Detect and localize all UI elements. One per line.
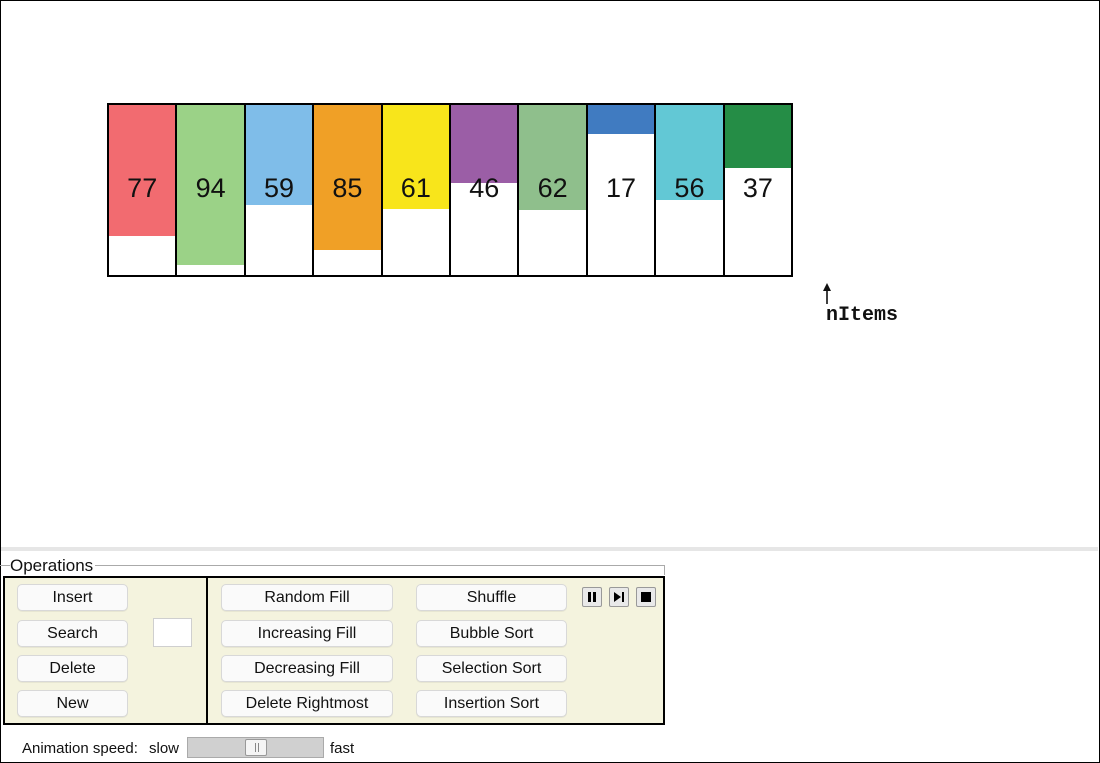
speed-slow-label: slow: [149, 740, 180, 757]
array-cell-bar: [587, 105, 655, 134]
nitems-pointer-arrow-icon: [823, 283, 831, 304]
pause-button[interactable]: [582, 587, 602, 607]
animation-speed-slider[interactable]: [187, 737, 324, 758]
insert-button[interactable]: Insert: [17, 584, 128, 611]
step-button[interactable]: [609, 587, 629, 607]
delete-rightmost-button[interactable]: Delete Rightmost: [221, 690, 393, 717]
operations-legend: Operations: [10, 556, 96, 576]
array-cell-bar: [724, 105, 792, 168]
slider-thumb[interactable]: [245, 739, 267, 756]
array-cell: 46: [451, 105, 520, 275]
array-cell-value: 62: [537, 173, 568, 203]
array-cell-value: 17: [606, 173, 637, 203]
animation-speed-label: Animation speed:: [22, 740, 138, 757]
bubble-sort-button[interactable]: Bubble Sort: [416, 620, 567, 647]
search-button[interactable]: Search: [17, 620, 128, 647]
array-cell-value: 94: [195, 173, 226, 203]
array-cell: 61: [382, 105, 452, 275]
array-cell-value: 46: [469, 173, 500, 203]
array-cell: 94: [177, 105, 246, 275]
speed-fast-label: fast: [330, 740, 355, 757]
array-cell-bar: [314, 105, 381, 250]
increasing-fill-button[interactable]: Increasing Fill: [221, 620, 393, 647]
array-cell-value: 61: [400, 173, 431, 203]
array-cell-bar: [245, 105, 313, 205]
array-cell: 37: [724, 105, 792, 275]
array-cell: 77: [109, 105, 178, 275]
shuffle-button[interactable]: Shuffle: [416, 584, 567, 611]
random-fill-button[interactable]: Random Fill: [221, 584, 393, 611]
array-cell-bar: [109, 105, 176, 236]
selection-sort-button[interactable]: Selection Sort: [416, 655, 567, 682]
step-icon: [614, 592, 624, 602]
array-cell-bar: [656, 105, 723, 200]
array-cell: 17: [587, 105, 657, 275]
decreasing-fill-button[interactable]: Decreasing Fill: [221, 655, 393, 682]
array-cell: 85: [314, 105, 383, 275]
operations-frame-line-end: [664, 565, 665, 575]
nitems-label: nItems: [826, 304, 899, 327]
array-cell-value: 37: [742, 173, 773, 203]
array-cell: 59: [245, 105, 315, 275]
operations-separator: [206, 578, 208, 723]
array-cell-value: 56: [674, 173, 705, 203]
array-cell-bar: [382, 105, 450, 209]
new-button[interactable]: New: [17, 690, 128, 717]
array-cell-value: 77: [127, 173, 158, 203]
pause-icon: [588, 592, 596, 602]
array-cell-bar: [451, 105, 518, 183]
insertion-sort-button[interactable]: Insertion Sort: [416, 690, 567, 717]
array-cell-value: 59: [263, 173, 295, 203]
divider: [1, 547, 1098, 551]
array-cell: 62: [519, 105, 588, 275]
value-input[interactable]: [153, 618, 192, 647]
array-cell-bar: [519, 105, 586, 210]
array-cell: 56: [656, 105, 725, 275]
delete-button[interactable]: Delete: [17, 655, 128, 682]
stop-icon: [641, 592, 651, 602]
array-cell-bar: [177, 105, 244, 265]
operations-frame-line: [0, 565, 665, 566]
stop-button[interactable]: [636, 587, 656, 607]
array-cell-value: 85: [332, 173, 363, 203]
array-display: 77 94 59 85 61 46 62 17 56 37: [107, 103, 793, 277]
